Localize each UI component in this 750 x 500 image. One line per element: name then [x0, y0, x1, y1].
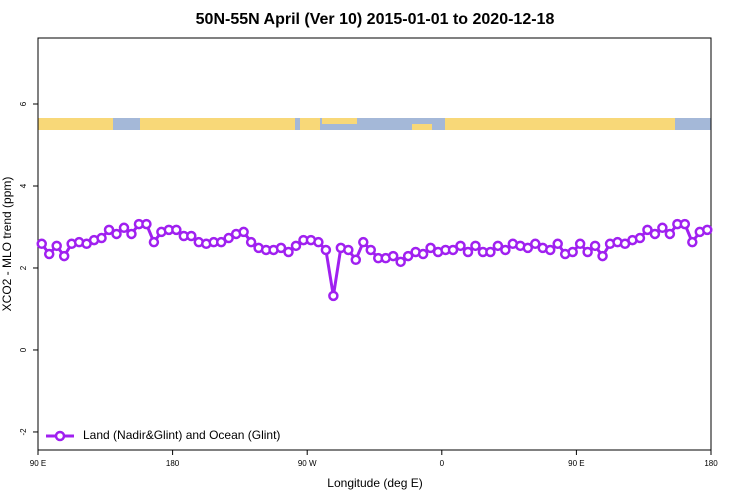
- data-point: [500, 244, 511, 256]
- data-point: [245, 236, 257, 248]
- data-point: [522, 242, 534, 254]
- data-point: [238, 226, 249, 238]
- y-tick-label: -2: [19, 428, 28, 436]
- data-point: [365, 244, 377, 256]
- data-point: [544, 244, 556, 256]
- x-tick-label: 0: [440, 459, 445, 468]
- data-point: [649, 228, 661, 240]
- data-point: [58, 250, 70, 262]
- data-point: [455, 240, 466, 252]
- x-tick-label: 180: [166, 459, 180, 468]
- y-tick-label: 2: [19, 265, 28, 270]
- x-axis-label: Longitude (deg E): [327, 476, 422, 490]
- data-point: [387, 250, 399, 262]
- x-tick-label: 90 E: [568, 459, 584, 468]
- data-point: [470, 240, 481, 252]
- data-point: [402, 250, 414, 262]
- data-point: [283, 246, 294, 258]
- data-point: [447, 244, 459, 256]
- data-point: [343, 244, 354, 256]
- y-tick-label: 6: [19, 101, 28, 106]
- data-point: [702, 224, 713, 236]
- data-point: [687, 236, 698, 248]
- x-tick-label: 90 E: [30, 459, 46, 468]
- data-point: [589, 240, 601, 252]
- data-point: [417, 248, 429, 260]
- data-point: [328, 290, 339, 302]
- data-point: [358, 236, 369, 248]
- data-point: [597, 250, 608, 262]
- data-point: [530, 238, 541, 250]
- data-point: [552, 238, 563, 250]
- data-point: [103, 224, 115, 236]
- y-tick-label: 0: [19, 347, 28, 352]
- data-point: [141, 218, 152, 230]
- chart-title: 50N-55N April (Ver 10) 2015-01-01 to 202…: [196, 11, 555, 28]
- data-point: [574, 238, 586, 250]
- data-point: [350, 254, 362, 266]
- data-point: [186, 230, 197, 242]
- data-point: [36, 238, 47, 250]
- data-point: [634, 232, 646, 244]
- data-point: [492, 240, 504, 252]
- x-tick-label: 90 W: [298, 459, 317, 468]
- data-point: [215, 236, 227, 248]
- data-point: [679, 218, 691, 230]
- data-point: [126, 228, 137, 240]
- data-point: [111, 228, 122, 240]
- data-point: [582, 246, 593, 258]
- data-point: [223, 232, 234, 244]
- data-point: [148, 236, 160, 248]
- data-point: [313, 236, 324, 248]
- data-point: [171, 224, 182, 236]
- data-point: [290, 240, 302, 252]
- data-point: [275, 242, 287, 254]
- data-point: [664, 228, 676, 240]
- y-axis-label: XCO2 - MLO trend (ppm): [0, 177, 14, 312]
- y-tick-label: 4: [19, 183, 28, 188]
- data-point: [425, 242, 436, 254]
- data-point: [642, 224, 653, 236]
- legend-marker: [54, 430, 66, 442]
- data-point: [395, 256, 406, 268]
- data-point: [51, 240, 62, 252]
- data-point: [96, 232, 107, 244]
- data-point: [320, 244, 332, 256]
- x-tick-label: 180: [704, 459, 718, 468]
- data-point: [485, 246, 496, 258]
- land-ocean-strip: [38, 118, 711, 130]
- data-point: [43, 248, 55, 260]
- data-point: [118, 222, 130, 234]
- data-point: [567, 246, 578, 258]
- data-point: [462, 246, 474, 258]
- legend-label: Land (Nadir&Glint) and Ocean (Glint): [83, 428, 280, 442]
- data-point: [657, 222, 668, 234]
